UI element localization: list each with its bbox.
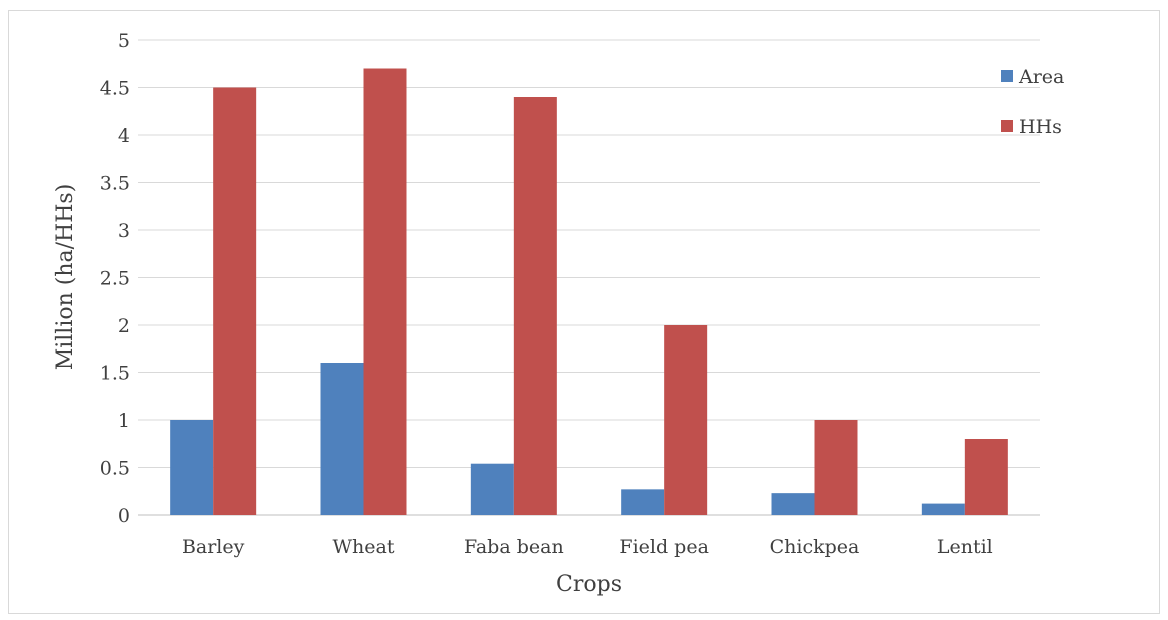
y-axis-title: Million (ha/HHs) (53, 184, 78, 371)
bar-hhs-lentil (964, 439, 1008, 515)
bar-area-barley (170, 420, 214, 515)
bar-hhs-chickpea (814, 420, 858, 515)
y-tick-label: 0.5 (100, 458, 130, 480)
bar-area-wheat (320, 363, 364, 515)
x-tick-label: Wheat (333, 536, 395, 558)
bar-area-faba-bean (470, 463, 514, 515)
legend-item-hhs: HHs (1001, 116, 1062, 138)
bar-area-lentil (921, 503, 965, 515)
x-tick-label: Field pea (619, 536, 709, 558)
y-tick-label: 1 (118, 410, 130, 432)
legend-swatch-hhs (1001, 120, 1013, 132)
x-tick-label: Barley (182, 536, 245, 558)
bar-hhs-wheat (363, 68, 407, 515)
y-tick-label: 2.5 (100, 268, 130, 290)
y-tick-label: 4 (118, 125, 130, 147)
legend-label-hhs: HHs (1019, 116, 1062, 138)
y-tick-label: 3 (118, 220, 130, 242)
y-tick-label: 4.5 (100, 78, 130, 100)
x-tick-label: Lentil (937, 536, 993, 558)
gridlines (138, 39, 1040, 516)
legend-item-area: Area (1001, 66, 1064, 88)
x-axis-title: Crops (556, 572, 622, 597)
x-tick-label: Faba bean (464, 536, 564, 558)
x-tick-labels: Barley Wheat Faba bean Field pea Chickpea Len… (182, 536, 993, 558)
x-tick-label: Chickpea (770, 536, 860, 558)
legend-label-area: Area (1018, 66, 1064, 88)
y-tick-label: 2 (118, 315, 130, 337)
legend: Area HHs (1001, 66, 1064, 138)
bar-hhs-barley (213, 87, 257, 515)
bar-hhs-field-pea (664, 325, 708, 515)
legend-swatch-area (1001, 70, 1013, 82)
bar-area-chickpea (771, 493, 815, 515)
y-tick-label: 3.5 (100, 173, 130, 195)
y-tick-label: 0 (118, 505, 130, 527)
y-tick-label: 1.5 (100, 363, 130, 385)
y-tick-labels: 0 0.5 1 1.5 2 2.5 3 3.5 4 4.5 5 (100, 30, 130, 527)
y-tick-label: 5 (118, 30, 130, 52)
bars (170, 68, 1008, 515)
bar-area-field-pea (621, 489, 665, 515)
bar-hhs-faba-bean (513, 97, 557, 515)
